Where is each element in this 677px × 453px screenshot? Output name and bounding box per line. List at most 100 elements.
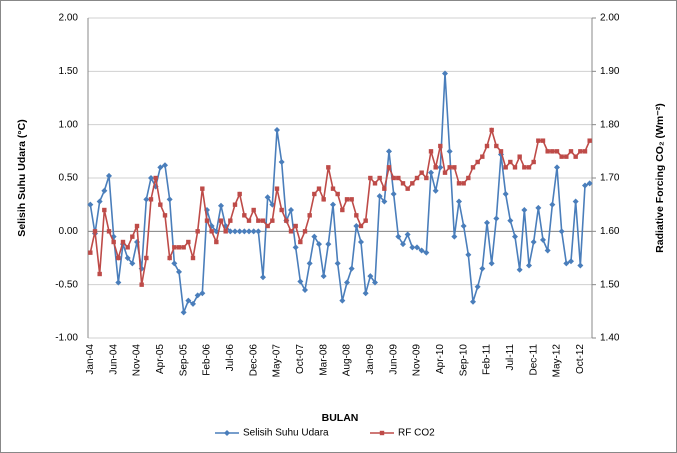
- marker: [391, 175, 396, 181]
- marker: [550, 149, 555, 154]
- marker: [512, 233, 518, 240]
- marker: [158, 202, 163, 207]
- marker: [325, 241, 332, 248]
- marker: [442, 170, 448, 175]
- marker: [274, 127, 280, 133]
- marker: [199, 290, 206, 297]
- y2-tick-label: 2.00: [600, 13, 620, 24]
- marker: [428, 169, 434, 176]
- marker: [180, 309, 187, 316]
- marker: [246, 218, 252, 223]
- marker: [554, 149, 560, 154]
- marker: [260, 274, 266, 281]
- marker: [326, 165, 331, 170]
- marker: [507, 217, 514, 224]
- marker: [228, 218, 233, 223]
- marker: [297, 278, 304, 285]
- marker: [153, 175, 158, 181]
- x-tick-label: Oct-07: [295, 344, 306, 374]
- x-tick-label: Jun-04: [108, 344, 119, 375]
- marker: [545, 149, 550, 154]
- marker: [176, 268, 182, 275]
- marker: [186, 239, 191, 245]
- marker: [307, 213, 312, 218]
- y-tick-label: 1.50: [59, 66, 79, 77]
- marker: [456, 198, 462, 205]
- marker: [419, 170, 424, 175]
- marker: [167, 255, 172, 261]
- marker: [335, 191, 340, 197]
- legend-marker: [224, 430, 230, 436]
- marker: [521, 207, 528, 213]
- x-tick-label: Dec-11: [528, 344, 539, 376]
- marker: [577, 262, 584, 269]
- marker: [116, 255, 121, 261]
- marker: [460, 223, 467, 229]
- marker: [270, 218, 275, 223]
- x-tick-label: Oct-12: [575, 344, 586, 374]
- marker: [396, 175, 401, 181]
- x-axis-title: BULAN: [322, 412, 359, 424]
- marker: [349, 197, 354, 202]
- marker: [125, 245, 130, 250]
- marker: [279, 207, 284, 213]
- marker: [204, 218, 210, 223]
- marker: [474, 283, 481, 290]
- legend-marker: [379, 430, 385, 436]
- marker: [194, 292, 201, 299]
- marker: [424, 175, 429, 181]
- marker: [354, 213, 359, 218]
- x-tick-label: Nov-04: [132, 344, 143, 377]
- x-tick-label: Aug-08: [342, 344, 353, 377]
- marker: [260, 218, 266, 223]
- marker: [544, 247, 551, 254]
- marker: [442, 70, 448, 77]
- marker: [209, 229, 214, 234]
- marker: [395, 233, 402, 240]
- marker: [381, 198, 388, 205]
- marker: [101, 187, 108, 194]
- y-tick-label: 0.50: [59, 173, 79, 184]
- marker: [480, 154, 485, 159]
- marker: [288, 207, 294, 213]
- marker: [433, 165, 438, 170]
- marker: [540, 236, 546, 243]
- marker: [423, 249, 430, 256]
- marker: [516, 266, 523, 273]
- marker: [143, 196, 150, 203]
- marker: [568, 149, 574, 154]
- marker: [144, 255, 149, 261]
- marker: [549, 201, 556, 208]
- marker: [540, 138, 546, 143]
- marker: [372, 181, 378, 186]
- marker: [292, 244, 299, 251]
- marker: [148, 175, 154, 181]
- marker: [512, 165, 518, 170]
- x-tick-label: Jul-06: [225, 344, 236, 372]
- marker: [115, 279, 122, 286]
- marker: [88, 250, 93, 255]
- marker: [484, 143, 490, 149]
- marker: [573, 154, 578, 159]
- marker: [176, 245, 182, 250]
- marker: [479, 265, 486, 272]
- marker: [334, 260, 341, 267]
- marker: [97, 271, 102, 277]
- marker: [130, 234, 135, 239]
- y-tick-label: 0.00: [59, 226, 79, 237]
- marker: [452, 165, 457, 170]
- marker: [466, 175, 471, 181]
- marker: [428, 149, 434, 154]
- marker: [475, 159, 480, 165]
- marker: [241, 228, 248, 235]
- marker: [87, 201, 94, 208]
- marker: [508, 159, 513, 165]
- marker: [353, 223, 360, 229]
- marker: [447, 165, 452, 170]
- marker: [124, 255, 131, 261]
- marker: [172, 245, 177, 250]
- marker: [200, 186, 205, 191]
- marker: [250, 228, 257, 235]
- marker: [129, 260, 136, 267]
- marker: [274, 186, 280, 191]
